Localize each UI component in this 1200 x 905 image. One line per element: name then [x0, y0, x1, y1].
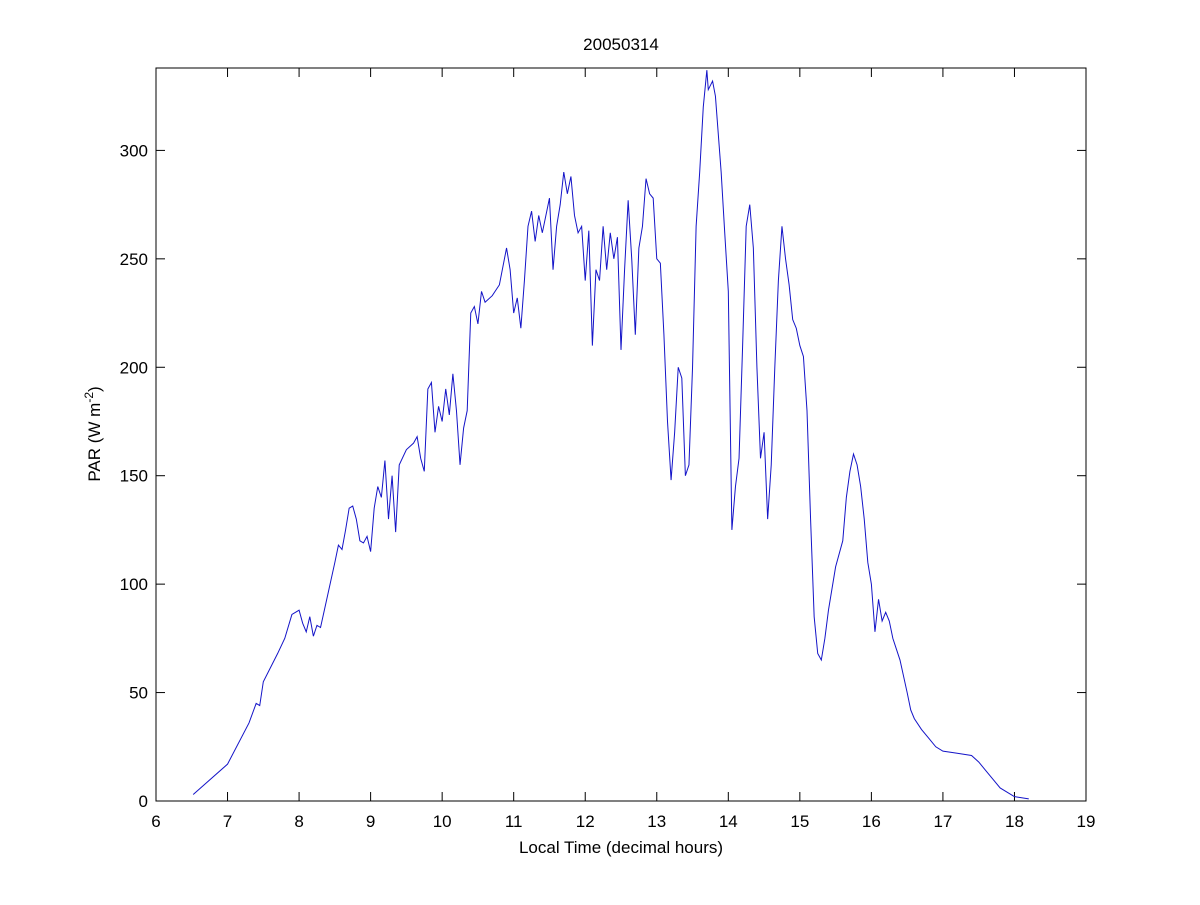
x-tick-label: 13	[647, 812, 666, 831]
y-tick-label: 150	[120, 467, 148, 486]
y-tick-label: 100	[120, 575, 148, 594]
y-tick-label: 50	[129, 684, 148, 703]
axes-box	[155, 67, 1087, 802]
x-tick-label: 8	[294, 812, 303, 831]
y-label-superscript: -2	[82, 392, 96, 403]
y-tick-label: 0	[139, 792, 148, 811]
y-tick-label: 300	[120, 141, 148, 160]
y-axis-label: PAR (W m-2)	[82, 386, 104, 481]
x-tick-label: 15	[790, 812, 809, 831]
chart-title: 20050314	[583, 35, 659, 54]
x-tick-label: 18	[1005, 812, 1024, 831]
x-tick-label: 19	[1077, 812, 1096, 831]
x-tick-label: 17	[933, 812, 952, 831]
x-tick-label: 7	[223, 812, 232, 831]
y-tick-label: 200	[120, 358, 148, 377]
x-tick-label: 10	[433, 812, 452, 831]
x-tick-label: 12	[576, 812, 595, 831]
x-axis-label: Local Time (decimal hours)	[519, 838, 723, 857]
x-tick-label: 16	[862, 812, 881, 831]
data-line	[192, 70, 1029, 800]
y-label-part: )	[85, 386, 104, 392]
y-tick-label: 250	[120, 250, 148, 269]
x-tick-label: 11	[505, 812, 523, 831]
x-tick-label: 6	[151, 812, 160, 831]
y-label-part: PAR (W m	[85, 403, 104, 482]
x-tick-label: 14	[719, 812, 738, 831]
x-tick-label: 9	[366, 812, 375, 831]
